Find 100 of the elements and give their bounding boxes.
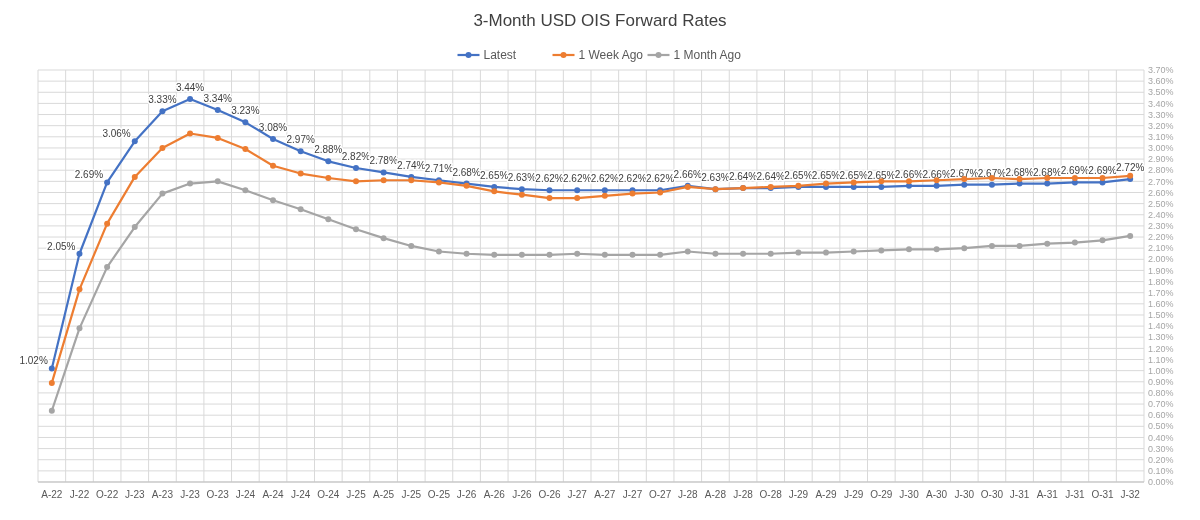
point (601, 251, 608, 258)
data-label: 3.23% (231, 105, 260, 117)
data-label: 2.63% (701, 172, 730, 184)
data-label: 2.67% (977, 167, 1007, 179)
y-tick-label: 1.70% (1148, 287, 1174, 298)
y-tick-label: 2.20% (1148, 232, 1174, 243)
data-label: 2.82% (341, 150, 371, 162)
y-tick-label: 3.60% (1148, 76, 1174, 87)
y-tick-label: 1.00% (1148, 365, 1174, 376)
y-tick-label: 3.10% (1148, 131, 1174, 142)
point (463, 250, 470, 257)
point (491, 188, 498, 195)
point (380, 235, 387, 242)
point (878, 183, 885, 190)
point (325, 175, 332, 182)
point (214, 134, 221, 141)
point (823, 249, 830, 256)
point (574, 195, 581, 202)
x-tick-label: A-29 (815, 489, 838, 500)
point (1044, 180, 1051, 187)
point (1044, 240, 1051, 247)
point (325, 216, 332, 223)
y-tick-label: 0.40% (1148, 432, 1174, 443)
data-label: 3.44% (175, 81, 205, 93)
legend-label: 1 Month Ago (673, 48, 742, 63)
y-tick-label: 1.40% (1148, 321, 1174, 332)
data-label: 2.05% (47, 240, 76, 252)
data-label: 1.02% (19, 355, 48, 367)
point (712, 250, 719, 257)
point (187, 95, 194, 102)
x-tick-label: J-25 (346, 489, 367, 500)
point (1016, 176, 1023, 183)
y-tick-label: 2.60% (1148, 187, 1174, 198)
x-tick-label: J-29 (843, 489, 864, 500)
y-tick-label: 2.30% (1148, 221, 1174, 232)
point (795, 249, 802, 256)
point (242, 119, 249, 126)
y-tick-label: 2.90% (1148, 154, 1174, 165)
x-tick-label: O-28 (759, 489, 783, 500)
y-tick-label: 0.00% (1148, 477, 1174, 488)
data-label: 2.88% (314, 144, 343, 156)
data-label: 3.34% (203, 93, 233, 105)
data-label: 2.67% (950, 167, 979, 179)
data-label: 2.63% (507, 172, 537, 184)
x-tick-label: J-24 (235, 489, 256, 500)
y-tick-label: 3.40% (1148, 98, 1174, 109)
data-label: 2.69% (1088, 165, 1117, 177)
data-label: 2.68% (1033, 166, 1062, 178)
point (159, 144, 166, 151)
data-label: 2.62% (618, 173, 647, 185)
chart-title: 3-Month USD OIS Forward Rates (473, 11, 727, 30)
point (104, 264, 111, 271)
data-label: 2.62% (590, 173, 620, 185)
point (905, 246, 912, 253)
point (352, 178, 359, 185)
data-label: 2.64% (756, 171, 786, 183)
x-tick-label: J-26 (456, 489, 477, 500)
point (270, 136, 277, 143)
x-tick-label: J-23 (125, 489, 145, 500)
point (76, 325, 83, 332)
y-tick-label: 1.90% (1148, 265, 1174, 276)
x-tick-label: J-32 (1120, 489, 1141, 500)
point (546, 195, 553, 202)
x-tick-label: O-26 (538, 489, 562, 500)
y-tick-label: 2.10% (1148, 243, 1174, 254)
x-tick-label: O-27 (649, 489, 672, 500)
point (1127, 232, 1134, 239)
point (1071, 239, 1078, 246)
x-tick-label: J-27 (622, 489, 643, 500)
x-tick-label: J-30 (954, 489, 975, 500)
y-tick-label: 1.20% (1148, 343, 1174, 354)
x-tick-label: O-29 (870, 489, 893, 500)
point (518, 251, 525, 258)
point (297, 170, 304, 177)
x-tick-label: A-22 (41, 489, 63, 500)
point (878, 247, 885, 254)
y-tick-label: 1.60% (1148, 298, 1174, 309)
y-tick-label: 3.50% (1148, 87, 1174, 98)
point (1099, 237, 1106, 244)
data-label: 2.66% (922, 168, 951, 180)
data-label: 3.08% (258, 122, 288, 134)
point (574, 250, 581, 257)
y-tick-label: 0.60% (1148, 410, 1174, 421)
point (187, 130, 194, 137)
legend-label: 1 Week Ago (578, 48, 644, 63)
x-tick-label: O-31 (1091, 489, 1115, 500)
point (518, 191, 525, 198)
data-label: 2.68% (1005, 166, 1034, 178)
point (76, 250, 83, 257)
x-tick-label: O-25 (427, 489, 451, 500)
y-tick-label: 2.00% (1148, 254, 1174, 265)
x-tick-label: J-27 (567, 489, 588, 500)
point (850, 248, 857, 255)
data-label: 3.33% (148, 94, 177, 106)
y-tick-label: 2.70% (1148, 176, 1174, 187)
x-tick-label: A-23 (151, 489, 174, 500)
y-tick-label: 1.30% (1148, 332, 1174, 343)
point (214, 107, 221, 114)
y-tick-label: 2.80% (1148, 165, 1174, 176)
point (270, 197, 277, 204)
